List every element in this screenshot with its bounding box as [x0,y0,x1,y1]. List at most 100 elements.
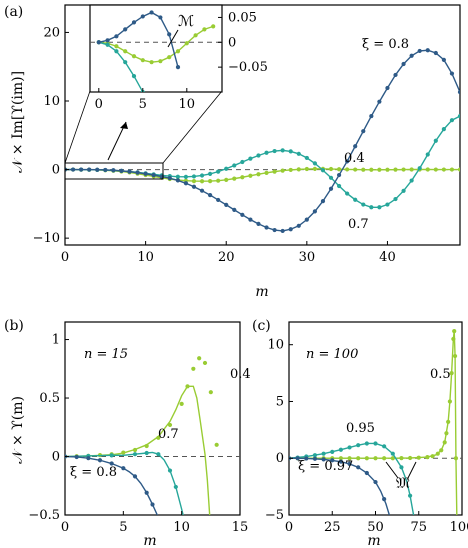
data-point [256,221,261,226]
data-point [444,431,449,436]
data-point [199,173,205,178]
data-point [338,447,343,452]
data-point [330,458,335,463]
data-point [216,197,221,203]
data-point [451,336,456,342]
data-point [449,167,455,172]
data-point [119,168,124,173]
data-point [248,173,253,178]
panel-a-label-04: 0.4 [344,151,365,166]
data-point [442,440,447,445]
panel-a-label: (a) [4,4,23,20]
data-point [321,451,326,456]
x-tick-label: 40 [379,250,396,265]
data-point [453,456,459,461]
x-tick-label: 75 [410,520,427,535]
data-point [183,181,189,186]
x-tick-label: 30 [299,250,316,265]
data-point [338,459,343,464]
data-point [224,166,229,171]
data-point [256,172,261,177]
data-point [131,73,137,79]
data-point [353,167,358,172]
data-point [202,360,208,366]
data-point [105,38,110,43]
data-point [356,456,361,461]
inset-annotation: ℳ [178,12,194,30]
data-point [312,453,318,458]
data-point [127,169,132,174]
data-point [417,48,422,54]
y-tick-label: 10 [43,94,60,109]
y-tick-label: −10 [33,231,60,246]
data-point [86,456,91,461]
data-point [390,456,395,461]
y-tick-label: 10 [267,338,284,353]
data-point [441,57,446,62]
data-point [70,167,76,172]
data-point [191,366,196,371]
inset-ticks: 0 5 10 0.05 0 −0.05 [95,10,268,112]
data-point [123,60,128,65]
data-point [183,174,189,179]
panel-b-label: (b) [4,318,24,334]
data-point [191,174,197,179]
data-point [320,199,326,204]
data-point [452,353,458,359]
data-point [280,168,285,173]
data-point [158,15,163,20]
data-point [457,89,460,95]
data-point [131,20,137,25]
data-point [208,171,213,176]
data-point [336,167,342,172]
data-point [224,202,229,207]
x-tick-label: 100 [450,520,468,535]
data-point [312,456,318,461]
data-point [167,55,172,60]
data-point [312,209,317,214]
data-point [224,177,229,182]
inset-y-tick-label: 0.05 [228,10,257,25]
data-point [382,456,387,461]
data-point [399,465,404,470]
inset-y-tick-label: 0 [228,35,236,50]
data-point [96,40,101,45]
data-point [143,171,148,176]
data-point [264,170,269,175]
data-point [272,227,277,233]
data-point [232,207,237,212]
panel-a-ylabel: 𝒩 × Im[ϒ(im)] [10,71,26,173]
panel-c-xlabel: m [367,533,380,548]
data-point [295,456,300,461]
y-tick-label: 0.5 [39,391,60,406]
data-point [385,85,390,91]
data-point [202,27,207,32]
data-point [425,455,430,460]
data-point [158,59,163,64]
data-point [425,167,430,172]
y-tick-label: 0 [52,450,60,465]
y-tick-label: 0 [276,451,284,466]
data-point [433,50,438,56]
data-point [79,167,84,172]
data-point [338,456,343,461]
data-point [441,167,446,172]
data-point [280,148,285,153]
panel-a-zoom-connector-right [162,90,223,164]
data-point [356,443,361,448]
data-point [87,167,92,172]
data-point [121,450,126,455]
data-point [433,138,438,143]
data-point [417,166,422,171]
data-point [105,42,110,47]
data-point [179,401,184,406]
data-point [191,184,197,189]
data-point [345,191,350,196]
data-point [433,167,438,172]
series-line [65,385,211,515]
data-point [114,34,119,39]
data-point [216,178,221,183]
panel-a-xlabel: m [255,284,268,300]
data-point [193,33,198,38]
